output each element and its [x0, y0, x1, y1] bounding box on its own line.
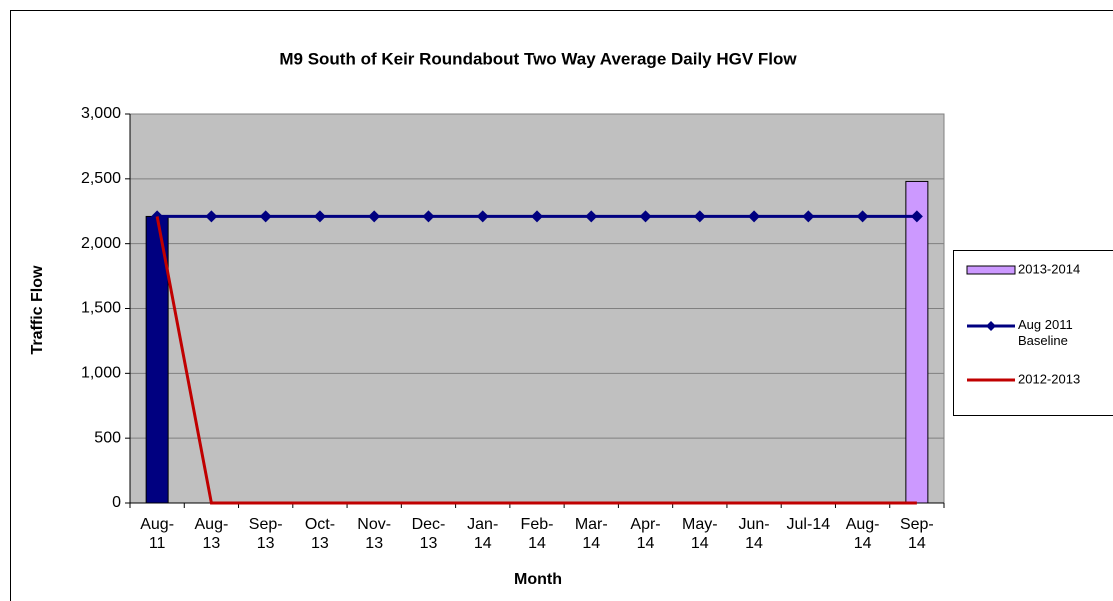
- x-tick-label: Sep-13: [249, 516, 283, 552]
- y-tick-label: 2,500: [81, 170, 121, 187]
- y-tick-label: 2,000: [81, 235, 121, 252]
- x-tick-label: Oct-13: [305, 516, 335, 552]
- y-tick-label: 3,000: [81, 105, 121, 122]
- line: [155, 216, 917, 505]
- marker: [802, 210, 815, 223]
- x-tick-label: Nov-13: [357, 516, 391, 552]
- x-tick-label: Jan-14: [467, 516, 498, 552]
- y-tick-label: 500: [94, 429, 121, 446]
- legend-label: 2012-2013: [1018, 371, 1080, 386]
- legend-box: [953, 250, 1113, 416]
- marker: [639, 210, 652, 223]
- x-tick-label: Apr-14: [630, 516, 660, 552]
- marker: [693, 210, 706, 223]
- y-tick-label: 1,000: [81, 365, 121, 382]
- marker: [313, 210, 326, 223]
- marker: [259, 210, 272, 223]
- legend-label: Aug 2011 Baseline: [1018, 317, 1073, 348]
- legend: 2013-2014 Aug 2011 Baseline 2012-2013: [953, 250, 1113, 416]
- marker: [531, 210, 543, 223]
- marker: [368, 210, 381, 223]
- x-tick-label: Feb-14: [521, 516, 554, 552]
- x-tick-label: Aug-11: [140, 516, 174, 552]
- bar: [905, 180, 929, 504]
- y-tick-label: 0: [112, 494, 121, 511]
- marker: [585, 210, 598, 223]
- marker: [422, 210, 435, 223]
- marker: [205, 210, 218, 223]
- legend-label: 2013-2014: [1018, 261, 1080, 276]
- y-axis-title: Traffic Flow: [29, 265, 46, 354]
- x-tick-label: Mar-14: [575, 516, 608, 552]
- x-tick-label: Jul-14: [787, 516, 831, 533]
- x-tick-label: Aug-13: [195, 516, 229, 552]
- y-tick-label: 1,500: [81, 300, 121, 317]
- x-tick-label: Jun-14: [739, 516, 770, 552]
- marker: [856, 210, 869, 223]
- x-tick-label: May-14: [682, 516, 718, 552]
- chart-title: M9 South of Keir Roundabout Two Way Aver…: [279, 49, 797, 68]
- x-tick-label: Aug-14: [846, 516, 880, 552]
- legend-swatch: [966, 265, 1016, 275]
- legend-marker: [986, 321, 996, 331]
- x-axis-title: Month: [514, 571, 562, 588]
- marker: [910, 210, 923, 223]
- x-tick-label: Sep-14: [900, 516, 934, 552]
- marker: [476, 210, 489, 223]
- marker: [748, 210, 761, 223]
- x-tick-label: Dec-13: [412, 516, 446, 552]
